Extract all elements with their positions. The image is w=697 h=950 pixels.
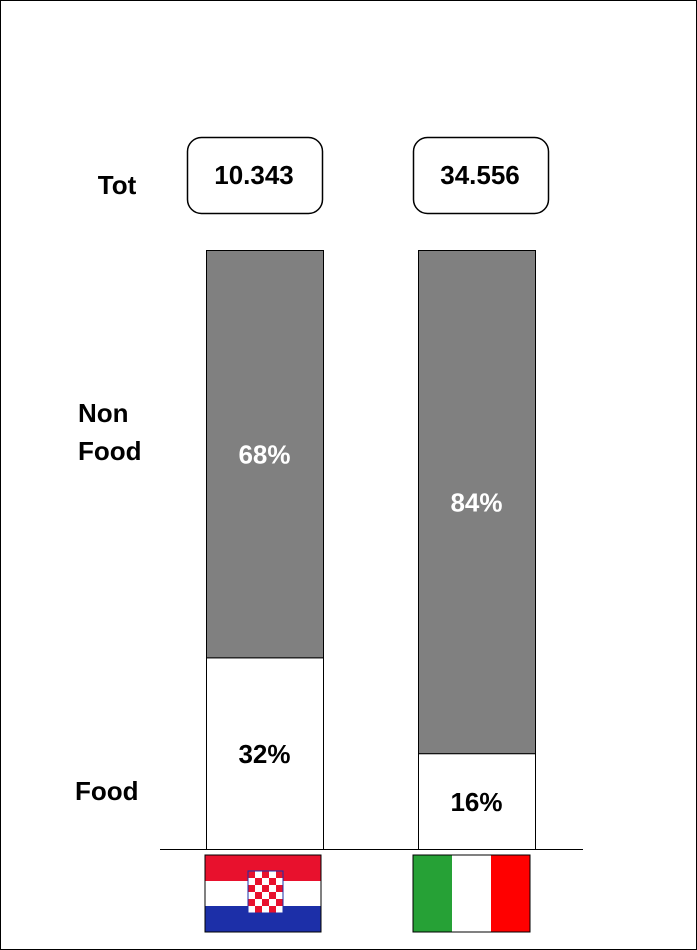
shield-square bbox=[255, 906, 262, 913]
shield-square bbox=[276, 892, 283, 899]
shield-square bbox=[248, 871, 255, 878]
shield-square bbox=[255, 885, 262, 892]
shield-square bbox=[269, 878, 276, 885]
shield-square bbox=[255, 871, 262, 878]
total-box bbox=[186, 136, 324, 215]
total-box bbox=[412, 136, 550, 215]
shield-square bbox=[262, 871, 269, 878]
shield-square bbox=[248, 892, 255, 899]
total-title: Tot bbox=[98, 170, 137, 200]
shield-square bbox=[276, 906, 283, 913]
shield-square bbox=[262, 906, 269, 913]
bar-segment bbox=[206, 250, 324, 659]
shield-square bbox=[255, 899, 262, 906]
shield-square bbox=[262, 878, 269, 885]
shield-square bbox=[276, 871, 283, 878]
shield-square bbox=[262, 892, 269, 899]
bar-segment bbox=[418, 753, 536, 850]
shield-square bbox=[276, 885, 283, 892]
value-label: 16% bbox=[450, 787, 502, 817]
shield-square bbox=[248, 885, 255, 892]
shield-square bbox=[269, 885, 276, 892]
series-label: Food bbox=[75, 776, 139, 806]
value-label: 32% bbox=[238, 739, 290, 769]
shield-square bbox=[269, 892, 276, 899]
shield-square bbox=[255, 892, 262, 899]
bar-segment bbox=[206, 657, 324, 850]
shield-square bbox=[262, 899, 269, 906]
value-label: 84% bbox=[450, 487, 502, 517]
shield-square bbox=[248, 899, 255, 906]
flag-italy bbox=[412, 854, 531, 933]
shield-square bbox=[269, 899, 276, 906]
shield-square bbox=[269, 906, 276, 913]
shield-square bbox=[269, 871, 276, 878]
bar-segment bbox=[418, 250, 536, 755]
shield-square bbox=[276, 878, 283, 885]
total-label: 34.556 bbox=[440, 160, 520, 190]
series-label: Non Food bbox=[78, 398, 142, 466]
value-label: 68% bbox=[238, 440, 290, 470]
shield-square bbox=[262, 885, 269, 892]
shield-square bbox=[255, 878, 262, 885]
flag-croatia bbox=[204, 854, 322, 933]
total-label: 10.343 bbox=[214, 160, 294, 190]
shield-border bbox=[247, 870, 284, 914]
shield-square bbox=[248, 906, 255, 913]
shield-square bbox=[248, 878, 255, 885]
shield-square bbox=[276, 899, 283, 906]
